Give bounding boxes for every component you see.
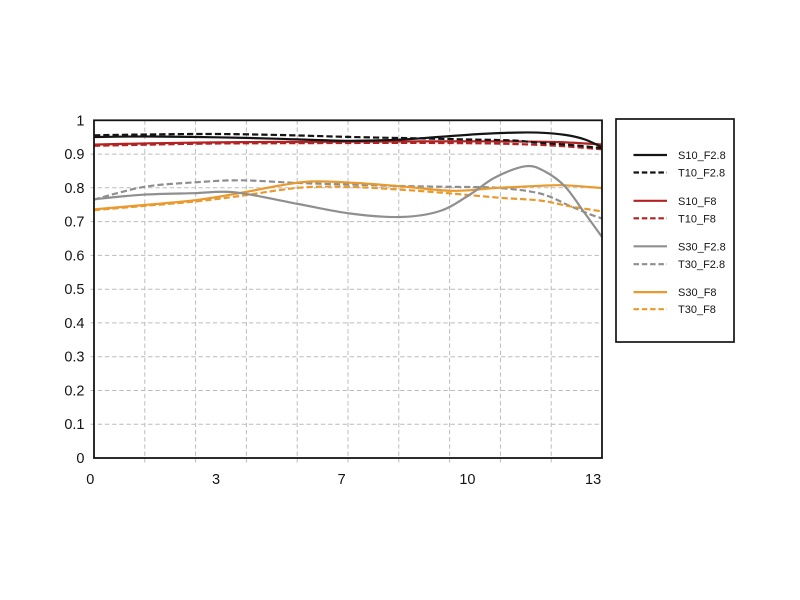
svg-text:0: 0 — [76, 451, 84, 467]
svg-text:0.7: 0.7 — [64, 215, 84, 231]
svg-text:T30_F2.8: T30_F2.8 — [678, 259, 725, 271]
svg-text:T10_F8: T10_F8 — [678, 213, 716, 225]
svg-text:0.8: 0.8 — [64, 181, 84, 197]
svg-text:T10_F2.8: T10_F2.8 — [678, 168, 725, 180]
svg-text:S10_F2.8: S10_F2.8 — [678, 150, 726, 162]
svg-text:0.4: 0.4 — [64, 316, 84, 332]
svg-text:10: 10 — [459, 472, 475, 488]
svg-text:0.1: 0.1 — [64, 417, 84, 433]
svg-text:0.6: 0.6 — [64, 248, 84, 264]
svg-text:7: 7 — [338, 472, 346, 488]
svg-text:S30_F8: S30_F8 — [678, 287, 717, 299]
svg-text:T30_F8: T30_F8 — [678, 304, 716, 316]
svg-text:0.5: 0.5 — [64, 282, 84, 298]
svg-text:0.2: 0.2 — [64, 384, 84, 400]
svg-text:0.9: 0.9 — [64, 147, 84, 163]
svg-text:S10_F8: S10_F8 — [678, 196, 717, 208]
svg-text:13: 13 — [585, 472, 601, 488]
svg-text:0.3: 0.3 — [64, 350, 84, 366]
svg-text:1: 1 — [76, 113, 84, 129]
svg-text:S30_F2.8: S30_F2.8 — [678, 241, 726, 253]
svg-text:3: 3 — [212, 472, 220, 488]
svg-text:0: 0 — [86, 472, 94, 488]
